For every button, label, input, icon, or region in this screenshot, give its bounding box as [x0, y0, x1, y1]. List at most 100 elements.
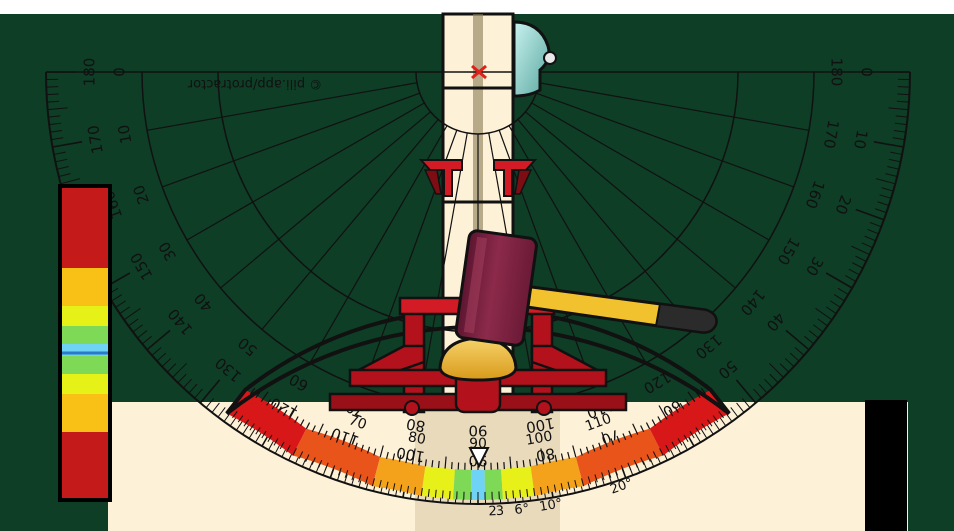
accuracy-tick — [651, 419, 656, 427]
accuracy-tick — [379, 445, 384, 458]
protractor-tick — [764, 378, 773, 389]
protractor-spoke — [517, 119, 695, 330]
accuracy-tick — [311, 425, 316, 433]
protractor-tick — [49, 122, 62, 126]
protractor-tick — [205, 398, 215, 409]
target-marker — [471, 64, 487, 80]
protractor-tick — [60, 178, 81, 185]
accuracy-tick — [659, 448, 664, 456]
protractor-tick — [873, 141, 904, 148]
accuracy-deviation-label: 2 — [488, 504, 497, 519]
accuracy-tick — [267, 434, 273, 442]
protractor-tick — [141, 335, 152, 345]
protractor-label-inner: 170 — [820, 119, 843, 150]
protractor-tick — [128, 318, 139, 327]
accuracy-tick — [358, 474, 362, 483]
accuracy-tick — [567, 481, 571, 490]
accuracy-tick — [324, 462, 329, 471]
protractor-tick — [706, 423, 714, 435]
center-indicator — [468, 447, 490, 469]
accuracy-tick — [712, 415, 719, 423]
protractor-spoke — [531, 102, 770, 241]
accuracy-band — [292, 428, 381, 487]
protractor-spoke — [419, 132, 468, 403]
accuracy-tick — [529, 459, 532, 467]
accuracy-tick — [282, 409, 288, 417]
accuracy-tick — [723, 406, 730, 414]
protractor-tick — [52, 141, 83, 148]
accuracy-tick — [373, 448, 377, 456]
protractor-tick — [735, 379, 757, 404]
protractor-spoke — [525, 111, 736, 289]
accuracy-tick — [640, 457, 645, 465]
accuracy-band — [470, 469, 486, 500]
protractor-tick — [166, 363, 177, 373]
protractor-tick — [47, 100, 60, 103]
accuracy-tick — [592, 444, 596, 452]
accuracy-tick — [418, 458, 421, 466]
accuracy-tick — [351, 472, 355, 481]
accuracy-tick — [255, 427, 261, 435]
protractor-tick — [789, 352, 800, 362]
accuracy-tick — [689, 430, 695, 439]
protractor-tick — [890, 151, 903, 155]
accuracy-tick — [427, 488, 430, 498]
protractor-tick — [864, 235, 876, 242]
accuracy-tick — [620, 465, 625, 474]
accuracy-tick — [533, 488, 536, 497]
protractor-tick — [881, 187, 894, 192]
post-bracket-right — [493, 159, 538, 197]
accuracy-band — [501, 466, 535, 500]
protractor-tick — [808, 330, 819, 339]
accuracy-tick — [298, 451, 304, 459]
protractor-tick — [848, 268, 860, 276]
accuracy-tick — [292, 448, 297, 456]
accuracy-tick — [420, 488, 423, 497]
protractor-tick — [53, 151, 66, 155]
protractor-tick — [758, 383, 768, 394]
accuracy-tick — [512, 490, 515, 499]
accuracy-tick — [585, 446, 590, 454]
protractor-tick — [813, 324, 824, 333]
protractor-tick — [55, 158, 68, 163]
accuracy-tick — [385, 451, 389, 459]
accuracy-tick — [640, 425, 645, 433]
protractor-tick — [693, 431, 701, 443]
accuracy-band — [649, 389, 730, 456]
protractor-tick — [794, 347, 805, 356]
accuracy-tick — [232, 411, 238, 419]
watermark-text: © pili.app/protractor — [187, 76, 322, 91]
protractor-label-inner: 100 — [525, 414, 556, 437]
accuracy-tick — [288, 405, 298, 420]
accuracy-tick — [705, 383, 712, 391]
accuracy-tick — [348, 431, 355, 448]
meter-zone-red — [62, 432, 108, 498]
accuracy-tick — [318, 460, 323, 468]
protractor-tick — [879, 194, 892, 199]
accuracy-angle-label: 100 — [525, 428, 554, 448]
meter-zone-yellow — [62, 306, 108, 326]
accuracy-tick — [519, 489, 522, 498]
protractor-tick — [115, 300, 127, 308]
protractor-tick — [785, 329, 810, 351]
protractor-tick — [741, 398, 751, 409]
accuracy-tick — [323, 430, 328, 438]
accuracy-tick — [331, 465, 336, 474]
accuracy-tick — [371, 478, 375, 487]
meter-zone-green — [62, 356, 108, 374]
accuracy-tick — [535, 458, 538, 466]
accuracy-tick — [354, 442, 358, 450]
protractor-spoke — [186, 102, 425, 241]
accuracy-tick — [645, 422, 651, 430]
accuracy-band — [226, 389, 307, 456]
accuracy-tick — [668, 409, 674, 417]
accuracy-tick — [305, 422, 311, 430]
protractor-tick — [700, 427, 708, 439]
protractor-tick — [888, 107, 909, 111]
accuracy-tick — [243, 419, 249, 427]
accuracy-tick — [594, 474, 598, 483]
accuracy-tick — [677, 438, 683, 446]
accuracy-tick — [695, 427, 701, 435]
protractor-spoke — [147, 82, 418, 131]
